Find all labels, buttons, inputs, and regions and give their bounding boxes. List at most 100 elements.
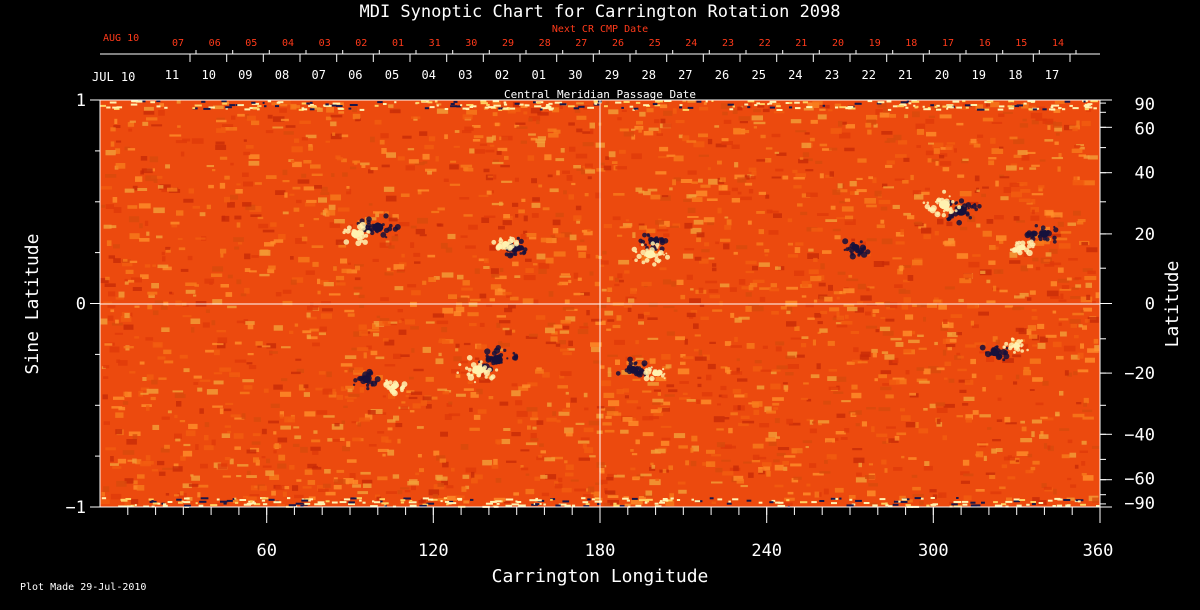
polar-speck xyxy=(539,108,543,111)
noise-speck xyxy=(694,256,702,261)
noise-speck xyxy=(634,361,643,367)
noise-speck xyxy=(124,188,135,193)
noise-speck xyxy=(1020,265,1029,272)
noise-speck xyxy=(603,165,612,171)
noise-speck xyxy=(1082,475,1094,481)
noise-speck xyxy=(866,287,870,292)
noise-speck xyxy=(775,436,780,439)
region-speck xyxy=(1011,247,1018,253)
noise-speck xyxy=(837,271,846,275)
noise-speck xyxy=(108,291,116,297)
polar-speck xyxy=(225,107,228,110)
noise-speck xyxy=(341,158,347,163)
noise-speck xyxy=(892,357,899,364)
noise-speck xyxy=(968,261,980,268)
noise-speck xyxy=(603,392,615,398)
noise-speck xyxy=(385,195,397,202)
noise-speck xyxy=(622,416,633,422)
polar-speck xyxy=(953,501,962,503)
noise-speck xyxy=(268,265,276,270)
noise-speck xyxy=(161,327,170,332)
noise-speck xyxy=(715,241,720,245)
region-speck xyxy=(1020,339,1023,342)
noise-speck xyxy=(903,157,910,162)
noise-speck xyxy=(697,383,702,388)
noise-speck xyxy=(165,493,170,496)
noise-speck xyxy=(525,335,538,339)
noise-speck xyxy=(504,307,513,313)
noise-speck xyxy=(864,198,876,204)
polar-speck xyxy=(603,105,608,108)
noise-speck xyxy=(599,467,605,473)
noise-speck xyxy=(564,427,574,434)
noise-speck xyxy=(772,402,780,406)
noise-speck xyxy=(444,414,452,420)
noise-speck xyxy=(1019,167,1024,170)
noise-speck xyxy=(845,215,854,222)
noise-speck xyxy=(149,156,159,163)
noise-speck xyxy=(103,365,110,369)
noise-speck xyxy=(1040,416,1048,419)
noise-speck xyxy=(1032,257,1039,262)
noise-speck xyxy=(101,204,106,208)
noise-speck xyxy=(465,485,470,490)
noise-speck xyxy=(895,241,905,245)
noise-speck xyxy=(370,167,378,171)
noise-speck xyxy=(1015,327,1024,332)
noise-speck xyxy=(923,316,926,322)
polar-speck xyxy=(359,499,362,502)
noise-speck xyxy=(639,111,646,117)
noise-speck xyxy=(111,406,123,409)
noise-speck xyxy=(573,215,582,221)
noise-speck xyxy=(899,265,911,268)
polar-speck xyxy=(997,108,1004,111)
polar-speck xyxy=(567,105,575,108)
polar-speck xyxy=(505,504,512,507)
noise-speck xyxy=(483,266,490,269)
polar-speck xyxy=(462,107,470,110)
noise-speck xyxy=(791,478,799,483)
noise-speck xyxy=(586,254,591,259)
noise-speck xyxy=(638,190,645,194)
noise-speck xyxy=(711,481,723,484)
noise-speck xyxy=(466,109,477,115)
noise-speck xyxy=(305,270,315,275)
noise-speck xyxy=(171,224,178,228)
noise-speck xyxy=(825,174,833,178)
noise-speck xyxy=(187,255,193,261)
polar-speck xyxy=(416,101,420,104)
noise-speck xyxy=(721,394,728,399)
noise-speck xyxy=(665,500,675,506)
noise-speck xyxy=(617,273,623,279)
noise-speck xyxy=(1035,240,1045,246)
noise-speck xyxy=(203,445,214,451)
noise-speck xyxy=(855,423,860,427)
polar-speck xyxy=(1069,104,1073,107)
polar-speck xyxy=(845,107,849,109)
active-region-negative xyxy=(842,238,871,260)
noise-speck xyxy=(536,119,540,125)
polar-speck xyxy=(264,105,267,108)
noise-speck xyxy=(1087,270,1096,275)
noise-speck xyxy=(486,136,494,143)
noise-speck xyxy=(257,216,264,220)
cmp-date: 27 xyxy=(678,68,692,82)
noise-speck xyxy=(933,299,942,303)
polar-speck xyxy=(665,499,673,502)
noise-speck xyxy=(243,181,253,187)
noise-speck xyxy=(1076,402,1082,405)
polar-speck xyxy=(594,497,600,500)
noise-speck xyxy=(354,160,358,165)
noise-speck xyxy=(948,333,953,336)
noise-speck xyxy=(736,358,740,362)
noise-speck xyxy=(368,376,378,379)
region-speck xyxy=(366,383,370,387)
noise-speck xyxy=(538,268,547,274)
noise-speck xyxy=(104,343,113,346)
noise-speck xyxy=(481,217,490,223)
noise-speck xyxy=(1049,248,1058,254)
noise-speck xyxy=(340,258,348,264)
noise-speck xyxy=(584,407,589,411)
noise-speck xyxy=(540,237,553,243)
region-speck xyxy=(640,239,646,245)
